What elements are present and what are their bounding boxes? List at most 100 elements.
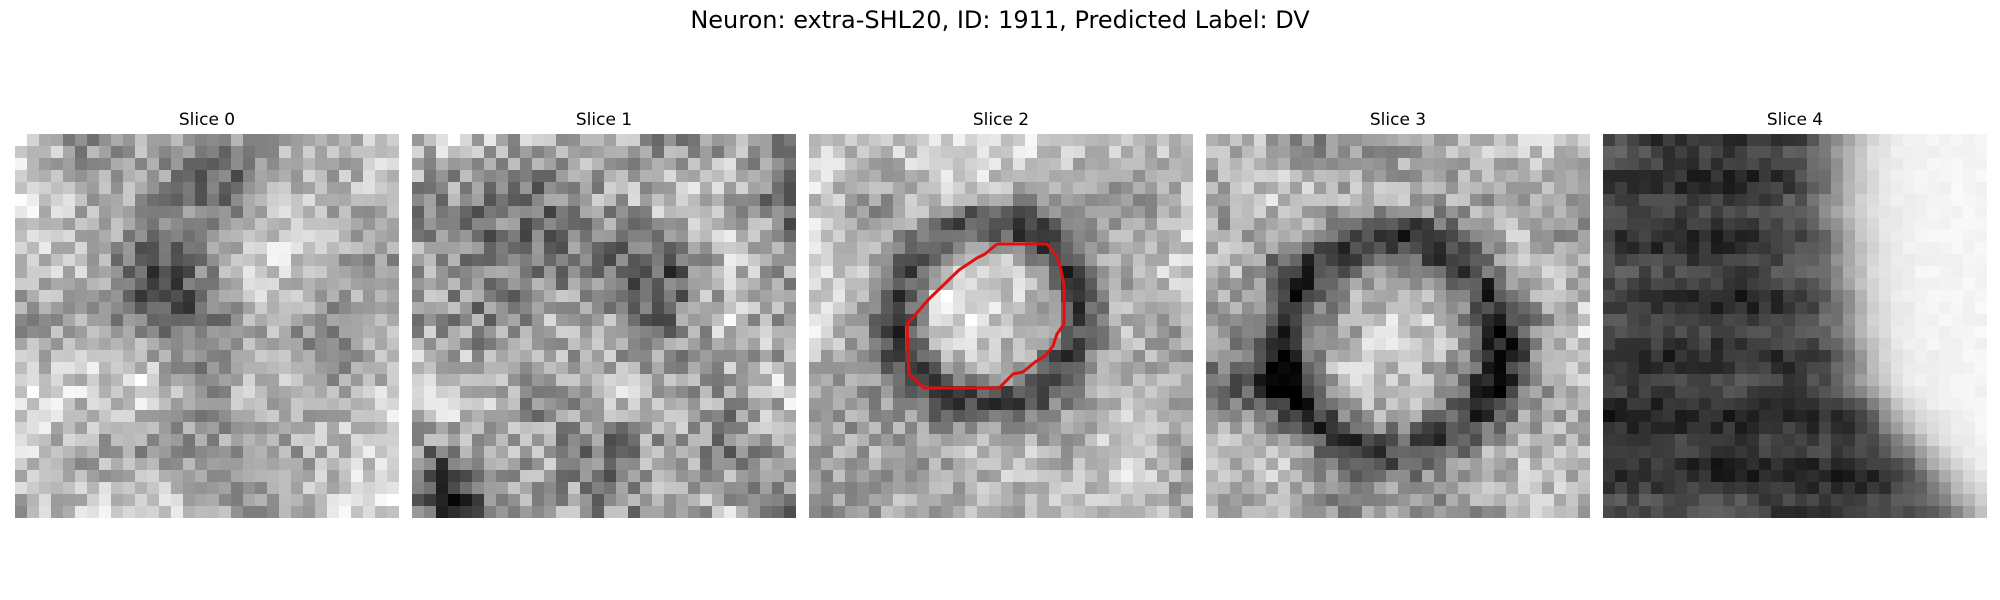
pixel: [231, 182, 244, 195]
pixel: [123, 410, 136, 423]
pixel: [1013, 338, 1026, 351]
pixel: [1627, 134, 1640, 147]
pixel: [989, 326, 1002, 339]
pixel: [99, 410, 112, 423]
pixel: [1639, 338, 1652, 351]
pixel: [75, 182, 88, 195]
pixel: [1639, 290, 1652, 303]
pixel: [1470, 254, 1483, 267]
pixel: [243, 314, 256, 327]
pixel: [1771, 158, 1784, 171]
pixel: [724, 422, 737, 435]
pixel: [664, 494, 677, 507]
pixel: [1434, 206, 1447, 219]
pixel: [1939, 398, 1952, 411]
pixel: [183, 506, 196, 518]
pixel: [267, 326, 280, 339]
pixel: [291, 242, 304, 255]
pixel: [568, 254, 581, 267]
pixel: [1506, 386, 1519, 399]
pixel: [159, 230, 172, 243]
pixel: [736, 254, 749, 267]
pixel: [1687, 410, 1700, 423]
pixel: [1470, 266, 1483, 279]
pixel: [1951, 158, 1964, 171]
pixel: [15, 242, 28, 255]
pixel: [1338, 494, 1351, 507]
pixel: [472, 422, 485, 435]
pixel: [1145, 134, 1158, 147]
pixel: [1133, 410, 1146, 423]
pixel: [640, 254, 653, 267]
pixel: [1434, 146, 1447, 159]
pixel: [1687, 158, 1700, 171]
pixel: [1013, 314, 1026, 327]
pixel: [1386, 434, 1399, 447]
pixel: [1542, 266, 1555, 279]
pixel: [628, 398, 641, 411]
pixel: [1458, 194, 1471, 207]
pixel: [760, 314, 773, 327]
pixel: [989, 506, 1002, 518]
pixel: [532, 158, 545, 171]
pixel: [1627, 266, 1640, 279]
pixel: [1747, 434, 1760, 447]
pixel: [147, 398, 160, 411]
pixel: [1218, 350, 1231, 363]
pixel: [1759, 302, 1772, 315]
pixel: [1001, 266, 1014, 279]
pixel: [1735, 302, 1748, 315]
pixel: [351, 422, 364, 435]
pixel: [1903, 290, 1916, 303]
pixel: [953, 422, 966, 435]
pixel: [15, 470, 28, 483]
pixel: [1494, 278, 1507, 291]
pixel: [1254, 242, 1267, 255]
pixel: [99, 134, 112, 147]
pixel: [207, 314, 220, 327]
pixel: [604, 278, 617, 291]
pixel: [1386, 278, 1399, 291]
pixel: [652, 446, 665, 459]
pixel: [147, 482, 160, 495]
pixel: [760, 278, 773, 291]
pixel: [1759, 314, 1772, 327]
pixel: [1903, 194, 1916, 207]
pixel: [123, 374, 136, 387]
pixel: [508, 434, 521, 447]
pixel: [664, 314, 677, 327]
pixel: [676, 134, 689, 147]
pixel: [111, 170, 124, 183]
pixel: [640, 446, 653, 459]
pixel: [1097, 494, 1110, 507]
pixel: [159, 158, 172, 171]
pixel: [87, 194, 100, 207]
pixel: [640, 170, 653, 183]
pixel: [15, 350, 28, 363]
pixel: [833, 434, 846, 447]
pixel: [1843, 158, 1856, 171]
pixel: [628, 434, 641, 447]
pixel: [1735, 182, 1748, 195]
pixel: [760, 446, 773, 459]
pixel: [1975, 182, 1987, 195]
pixel: [387, 458, 399, 471]
pixel: [1350, 506, 1363, 518]
pixel: [1169, 374, 1182, 387]
pixel: [63, 182, 76, 195]
pixel: [809, 290, 822, 303]
pixel: [556, 458, 569, 471]
pixel: [1218, 386, 1231, 399]
pixel: [279, 338, 292, 351]
pixel: [243, 458, 256, 471]
pixel: [1266, 434, 1279, 447]
pixel: [953, 278, 966, 291]
pixel: [520, 290, 533, 303]
pixel: [1458, 326, 1471, 339]
pixel: [1049, 158, 1062, 171]
pixel: [99, 218, 112, 231]
pixel: [953, 254, 966, 267]
pixel: [556, 494, 569, 507]
pixel: [339, 266, 352, 279]
pixel: [1133, 386, 1146, 399]
